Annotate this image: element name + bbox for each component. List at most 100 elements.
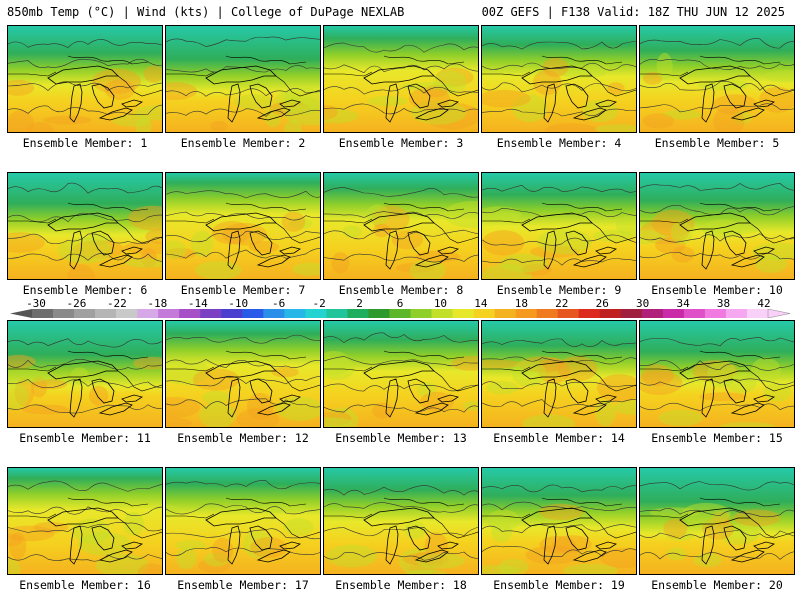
colorbar-segment <box>746 309 769 318</box>
colorbar-segment <box>221 309 243 318</box>
colorbar-tick-label: 18 <box>514 297 528 310</box>
ensemble-member-label: Ensemble Member: 9 <box>496 283 622 297</box>
colorbar-labels: -30 -26 -22 -18 -14 -10 -6 -2 2 6 10 14 18 22 26 30 34 38… <box>10 297 790 310</box>
colorbar-tick-label: 6 <box>396 297 404 310</box>
temperature-map <box>639 467 795 575</box>
colorbar-segment <box>662 309 685 318</box>
ensemble-member-panel: Ensemble Member: 6 <box>7 172 163 297</box>
ensemble-member-label: Ensemble Member: 19 <box>493 578 625 592</box>
temperature-map <box>323 25 479 133</box>
ensemble-member-panel: Ensemble Member: 11 <box>7 320 163 445</box>
ensemble-member-panel: Ensemble Member: 10 <box>639 172 795 297</box>
ensemble-member-panel: Ensemble Member: 16 <box>7 467 163 592</box>
temperature-map <box>323 467 479 575</box>
ensemble-member-panel: Ensemble Member: 19 <box>481 467 637 592</box>
temperature-map <box>323 320 479 428</box>
ensemble-member-label: Ensemble Member: 16 <box>19 578 151 592</box>
ensemble-member-panel: Ensemble Member: 9 <box>481 172 637 297</box>
temperature-map <box>7 25 163 133</box>
colorbar-segment <box>641 309 664 318</box>
ensemble-member-panel: Ensemble Member: 7 <box>165 172 321 297</box>
colorbar-tick-label: -18 <box>147 297 168 310</box>
colorbar-max-arrow <box>767 309 790 318</box>
ensemble-member-panel: Ensemble Member: 15 <box>639 320 795 445</box>
ensemble-member-label: Ensemble Member: 20 <box>651 578 783 592</box>
colorbar-tick-label: -14 <box>187 297 208 310</box>
ensemble-member-panel: Ensemble Member: 20 <box>639 467 795 592</box>
colorbar-segment <box>410 309 432 318</box>
model-run-info: 00Z GEFS | F138 Valid: 18Z THU JUN 12 20… <box>481 5 785 19</box>
temperature-map <box>165 467 321 575</box>
colorbar-segment <box>536 309 559 318</box>
colorbar-tick-label: 26 <box>595 297 609 310</box>
temperature-map <box>639 172 795 280</box>
colorbar-tick-label: 10 <box>433 297 448 310</box>
colorbar-tick-label: -6 <box>272 297 286 310</box>
colorbar-segment <box>557 309 580 318</box>
colorbar-segment <box>32 309 54 318</box>
colorbar-segment <box>95 309 117 318</box>
ensemble-member-panel: Ensemble Member: 5 <box>639 25 795 150</box>
ensemble-member-panel: Ensemble Member: 8 <box>323 172 479 297</box>
colorbar-segment <box>620 309 643 318</box>
temperature-colorbar: -30 -26 -22 -18 -14 -10 -6 -2 2 6 10 14 18 22 26 30 34 38… <box>10 297 790 321</box>
colorbar-tick-label: 38 <box>716 297 731 310</box>
ensemble-member-label: Ensemble Member: 14 <box>493 431 625 445</box>
colorbar-segment <box>179 309 201 318</box>
colorbar-segment <box>137 309 159 318</box>
colorbar-segment <box>599 309 622 318</box>
ensemble-member-label: Ensemble Member: 8 <box>338 283 464 297</box>
ensemble-member-label: Ensemble Member: 7 <box>180 283 306 297</box>
temperature-map <box>481 172 637 280</box>
temperature-map <box>165 25 321 133</box>
colorbar-segment <box>200 309 222 318</box>
colorbar-segment <box>704 309 727 318</box>
map-title: 850mb Temp (°C) | Wind (kts) | College o… <box>7 5 405 19</box>
colorbar-segment <box>263 309 285 318</box>
temperature-map <box>481 320 637 428</box>
temperature-map <box>165 320 321 428</box>
colorbar-tick-label: -2 <box>312 297 326 310</box>
ensemble-member-panel: Ensemble Member: 12 <box>165 320 321 445</box>
colorbar-tick-label: -22 <box>106 297 127 310</box>
temperature-map <box>7 467 163 575</box>
colorbar-tick-label: -26 <box>66 297 87 310</box>
ensemble-member-label: Ensemble Member: 4 <box>496 136 622 150</box>
colorbar-tick-label: 34 <box>676 297 690 310</box>
colorbar-segment <box>74 309 96 318</box>
colorbar-segment <box>116 309 138 318</box>
temperature-map <box>7 320 163 428</box>
ensemble-member-panel: Ensemble Member: 13 <box>323 320 479 445</box>
colorbar-segment <box>326 309 348 318</box>
colorbar-segment <box>53 309 75 318</box>
colorbar-segment <box>347 309 369 318</box>
ensemble-member-label: Ensemble Member: 2 <box>180 136 306 150</box>
ensemble-member-label: Ensemble Member: 17 <box>177 578 309 592</box>
colorbar-segment <box>515 309 537 318</box>
ensemble-member-label: Ensemble Member: 18 <box>335 578 467 592</box>
ensemble-member-panel: Ensemble Member: 1 <box>7 25 163 150</box>
colorbar-segment <box>389 309 411 318</box>
temperature-map <box>481 467 637 575</box>
colorbar-tick-label: 30 <box>636 297 650 310</box>
colorbar-tick-label: -10 <box>228 297 249 310</box>
ensemble-member-label: Ensemble Member: 5 <box>654 136 780 150</box>
colorbar-segment <box>452 309 474 318</box>
temperature-map <box>323 172 479 280</box>
colorbar-segment <box>305 309 327 318</box>
ensemble-member-panel: Ensemble Member: 2 <box>165 25 321 150</box>
colorbar-min-arrow <box>10 309 32 318</box>
temperature-map <box>639 320 795 428</box>
temperature-map <box>165 172 321 280</box>
temperature-map <box>7 172 163 280</box>
colorbar-segment <box>431 309 453 318</box>
temperature-map <box>481 25 637 133</box>
colorbar-segment <box>578 309 601 318</box>
ensemble-member-label: Ensemble Member: 13 <box>335 431 467 445</box>
colorbar-segment <box>683 309 706 318</box>
ensemble-member-panel: Ensemble Member: 4 <box>481 25 637 150</box>
colorbar-tick-label: 22 <box>555 297 569 310</box>
ensemble-member-label: Ensemble Member: 3 <box>338 136 464 150</box>
ensemble-member-label: Ensemble Member: 12 <box>177 431 309 445</box>
colorbar-segment <box>473 309 495 318</box>
